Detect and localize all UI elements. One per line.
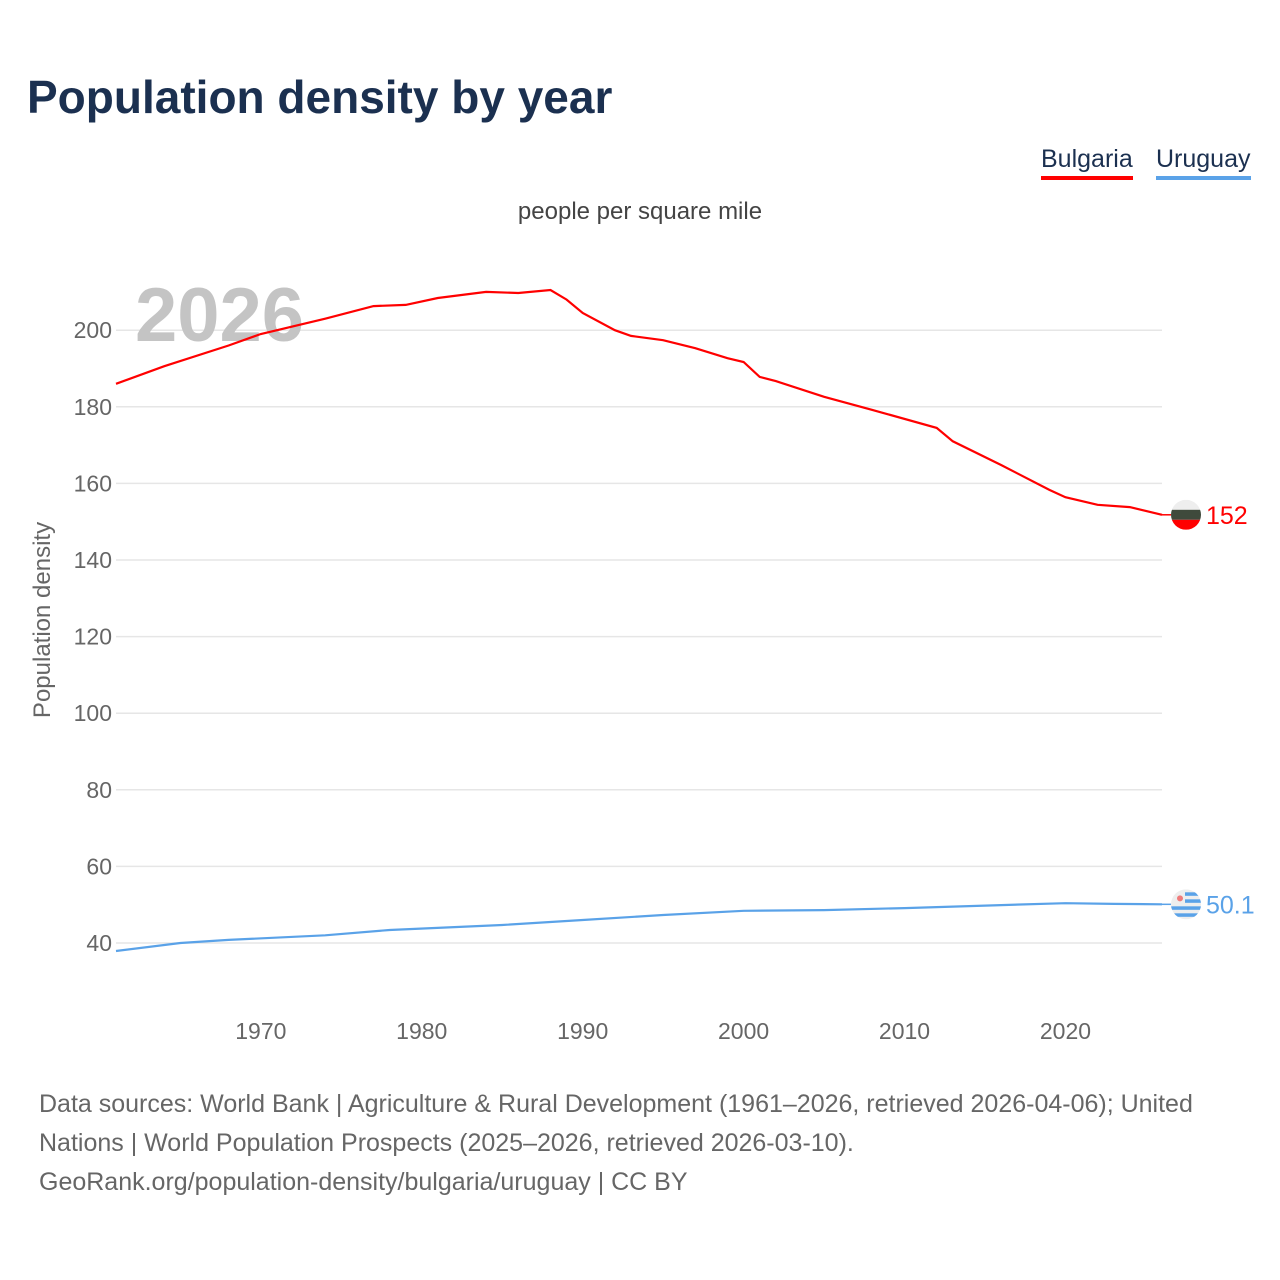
- bulgaria-flag-icon: [1171, 499, 1201, 530]
- end-value-label: 152: [1206, 502, 1248, 530]
- y-tick-label: 140: [74, 547, 112, 573]
- y-axis-label: Population density: [29, 522, 56, 718]
- y-tick-label: 80: [86, 777, 112, 803]
- legend-item-bulgaria[interactable]: Bulgaria: [1041, 145, 1133, 180]
- uruguay-flag-icon: [1171, 889, 1201, 920]
- x-tick-label: 2000: [718, 1018, 769, 1044]
- x-tick-label: 2020: [1040, 1018, 1091, 1044]
- flag-stripe-blue: [1185, 899, 1201, 903]
- source-link[interactable]: GeoRank.org/population-density/bulgaria/…: [39, 1168, 688, 1196]
- y-tick-label: 200: [74, 317, 112, 343]
- x-tick-label: 2010: [879, 1018, 930, 1044]
- y-tick-label: 120: [74, 624, 112, 650]
- flag-stripe-white: [1171, 499, 1201, 510]
- chart-title: Population density by year: [27, 71, 613, 123]
- legend-item-uruguay[interactable]: Uruguay: [1156, 145, 1251, 180]
- year-watermark: 2026: [135, 273, 304, 358]
- flag-stripe-blue: [1171, 913, 1201, 917]
- end-value-label: 50.1: [1206, 891, 1255, 919]
- series-line-uruguay: [115, 902, 1163, 953]
- x-tick-label: 1990: [557, 1018, 608, 1044]
- x-tick-label: 1980: [396, 1018, 447, 1044]
- y-tick-label: 160: [74, 470, 112, 496]
- flag-stripe-blue: [1185, 892, 1201, 896]
- flag-stripe-red: [1171, 519, 1201, 530]
- flag-stripe-green: [1171, 509, 1201, 520]
- flag-stripe-blue: [1171, 906, 1201, 910]
- chart-subtitle: people per square mile: [517, 198, 763, 225]
- flag-sun: [1177, 895, 1183, 902]
- x-tick-label: 1970: [235, 1018, 286, 1044]
- flag-shape: [1171, 889, 1201, 920]
- series-line-bulgaria: [115, 288, 1163, 516]
- y-tick-label: 100: [74, 700, 112, 726]
- y-tick-label: 60: [86, 853, 112, 879]
- source-note: Data sources: World Bank | Agriculture &…: [39, 1085, 1249, 1202]
- y-tick-label: 180: [74, 394, 112, 420]
- source-text: Data sources: World Bank | Agriculture &…: [39, 1090, 1193, 1157]
- flag-shape: [1171, 499, 1201, 530]
- y-tick-label: 40: [86, 930, 112, 956]
